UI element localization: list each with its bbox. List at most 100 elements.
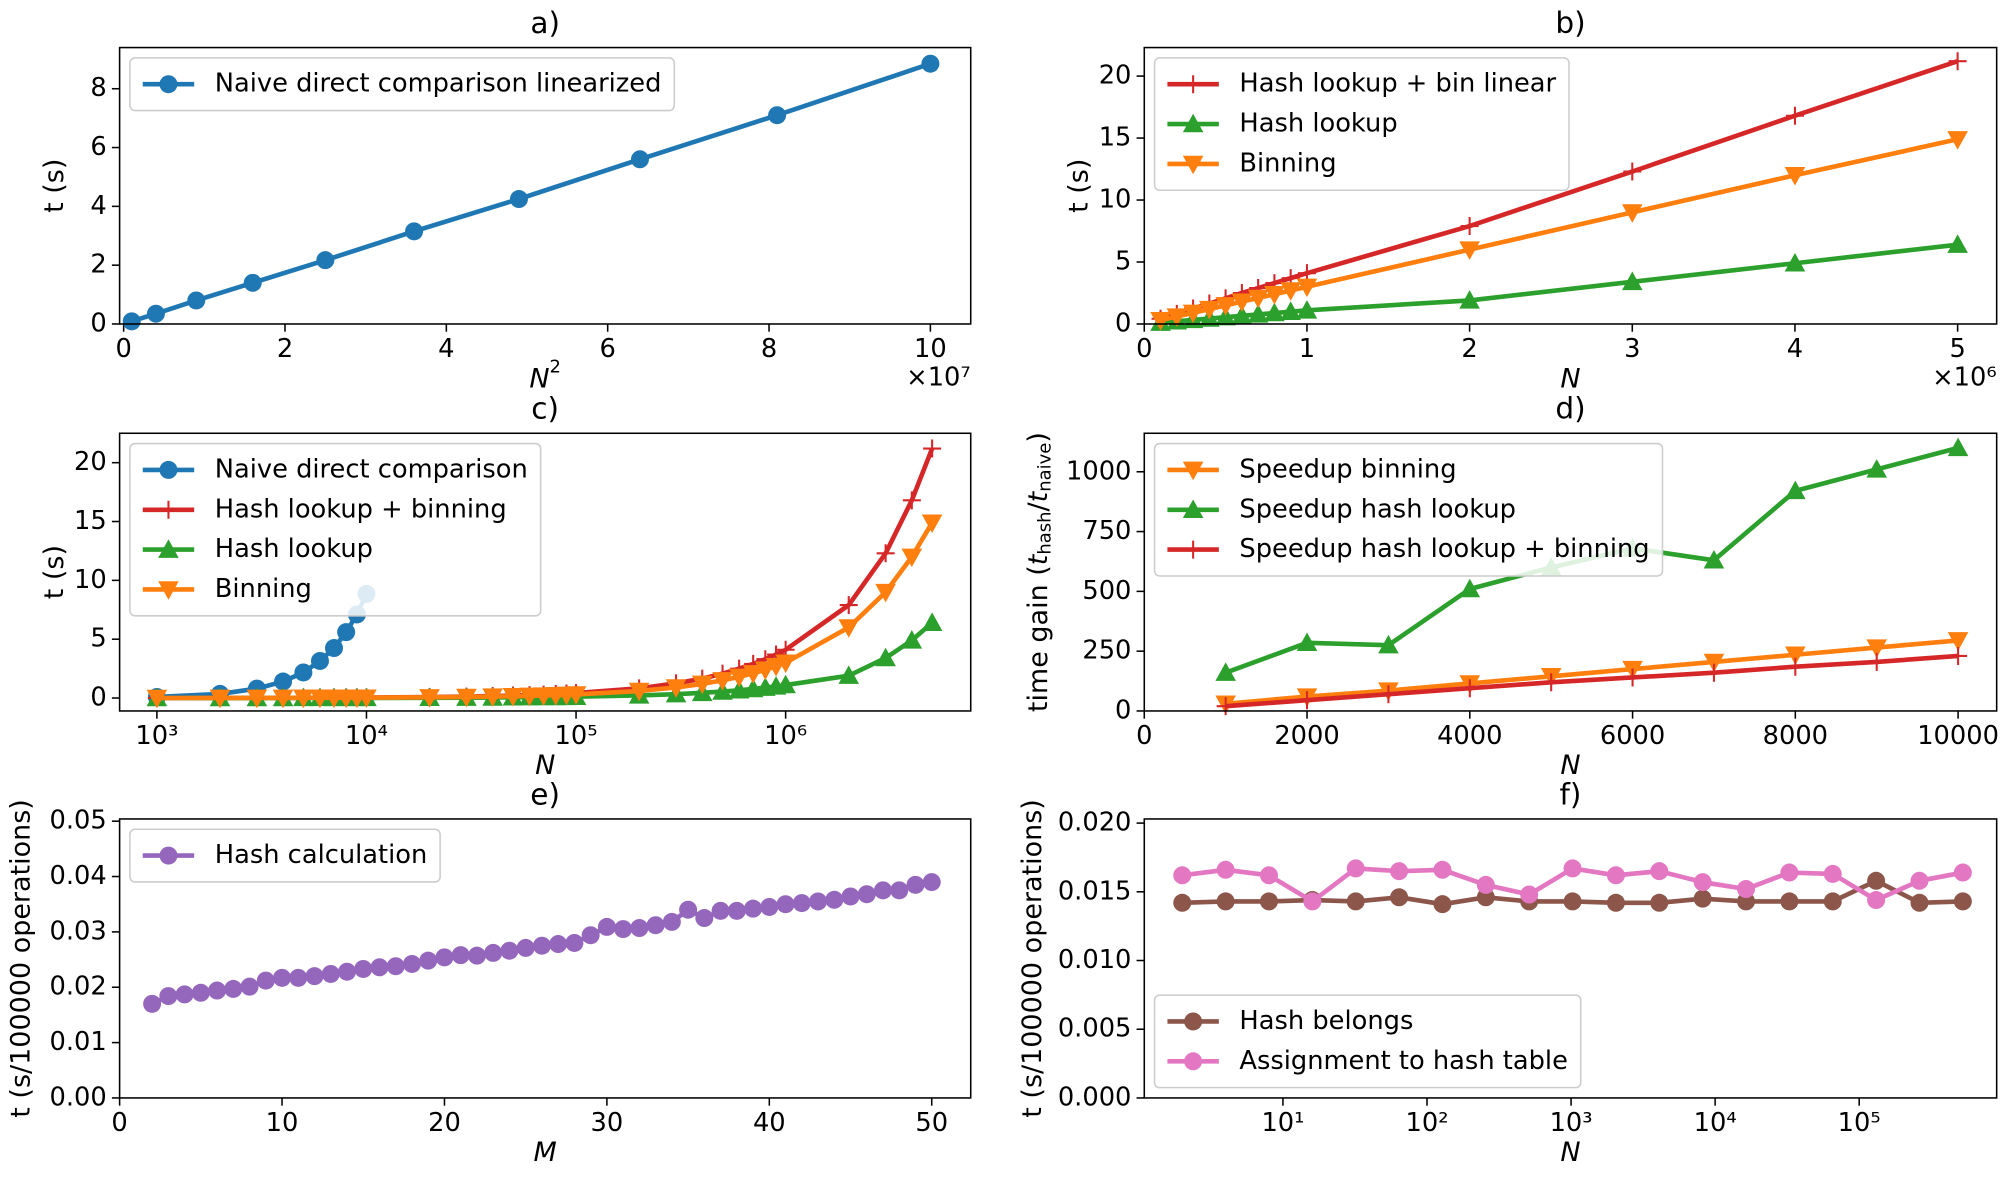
panel-title: b) xyxy=(1555,6,1585,40)
y-tick-label: 20 xyxy=(1099,61,1132,91)
marker xyxy=(1953,863,1972,882)
marker xyxy=(742,665,764,684)
marker xyxy=(768,106,787,125)
x-tick-label: 4 xyxy=(1787,334,1803,364)
x-tick-label: 10 xyxy=(266,1108,299,1138)
marker xyxy=(630,150,649,169)
legend: Naive direct comparison linearized xyxy=(129,57,676,112)
x-tick-label: 6 xyxy=(600,334,616,364)
y-tick-label: 6 xyxy=(90,132,106,162)
marker xyxy=(143,994,162,1013)
marker xyxy=(1346,859,1365,878)
marker xyxy=(325,639,344,658)
marker xyxy=(1623,162,1642,181)
legend-box xyxy=(1153,442,1664,577)
marker xyxy=(146,689,168,709)
y-label: t (s/100000 operations) xyxy=(5,799,36,1118)
legend: Hash belongs Assignment to hash table xyxy=(1153,994,1582,1089)
plot-frame xyxy=(1143,432,1998,712)
panel-title: c) xyxy=(531,392,559,426)
legend-label: Hash belongs xyxy=(1239,1006,1413,1036)
x-tick-label: 20 xyxy=(428,1108,461,1138)
marker xyxy=(402,954,421,973)
x-tick-label: 4 xyxy=(438,334,454,364)
marker xyxy=(1784,167,1806,186)
marker xyxy=(146,304,165,323)
legend-marker xyxy=(1184,1052,1203,1071)
legend-box xyxy=(129,828,441,883)
y-tick-label: 500 xyxy=(1082,576,1131,606)
marker xyxy=(922,873,941,892)
marker xyxy=(310,651,329,670)
plot-frame xyxy=(118,432,972,712)
marker xyxy=(1264,286,1285,305)
legend-marker xyxy=(159,846,178,865)
marker xyxy=(874,881,893,900)
marker xyxy=(1693,889,1712,908)
marker xyxy=(1622,204,1643,223)
marker xyxy=(1433,860,1452,879)
y-label: t (s/100000 operations) xyxy=(1017,799,1048,1118)
legend-label: Assignment to hash table xyxy=(1239,1046,1567,1076)
y-tick-label: 4 xyxy=(90,191,106,221)
legend-marker xyxy=(1184,1012,1203,1031)
y-tick-label: 10 xyxy=(74,565,107,595)
x-tick-label: 10⁵ xyxy=(555,721,598,751)
x-tick-label: 10³ xyxy=(135,721,178,751)
marker xyxy=(839,596,858,615)
x-label-sup: 2 xyxy=(550,357,561,378)
marker xyxy=(305,967,324,986)
marker xyxy=(1231,305,1253,325)
marker xyxy=(293,689,314,709)
marker xyxy=(1346,892,1365,911)
x-tick-label: 8000 xyxy=(1763,721,1828,751)
marker xyxy=(1703,653,1725,673)
marker xyxy=(923,439,942,458)
y-tick-label: 0 xyxy=(90,683,106,713)
marker xyxy=(906,875,925,894)
y-label: t (s) xyxy=(39,159,70,213)
marker xyxy=(354,959,373,978)
legend-label: Naive direct comparison xyxy=(215,454,528,484)
marker xyxy=(532,936,551,955)
y-tick-label: 250 xyxy=(1082,636,1131,666)
marker xyxy=(1947,437,1969,457)
marker xyxy=(1650,893,1669,912)
marker xyxy=(309,689,331,709)
plot-frame xyxy=(118,46,972,325)
x-tick-label: 8 xyxy=(761,334,777,364)
y-tick-label: 5 xyxy=(90,624,106,654)
y-tick-label: 2 xyxy=(90,250,106,280)
x-tick-label: 10⁶ xyxy=(764,721,807,751)
marker xyxy=(1949,646,1968,665)
legend-marker xyxy=(1182,113,1204,133)
x-tick-label: 0 xyxy=(115,334,131,364)
marker xyxy=(1433,895,1452,914)
marker xyxy=(1866,639,1887,658)
y-label-part: t xyxy=(1022,490,1053,502)
y-tick-label: 0.01 xyxy=(50,1027,107,1057)
y-tick-label: 1000 xyxy=(1066,456,1131,486)
marker xyxy=(1150,312,1171,331)
legend-label: Hash lookup xyxy=(215,534,373,564)
marker xyxy=(1280,301,1301,320)
marker xyxy=(744,899,763,918)
marker xyxy=(1606,893,1625,912)
x-tick-label: 6000 xyxy=(1600,721,1665,751)
marker xyxy=(1459,290,1480,309)
marker xyxy=(502,688,524,707)
y-label-part: naive xyxy=(1034,443,1055,492)
y-tick-label: 0.04 xyxy=(50,861,107,891)
x-tick-label: 2 xyxy=(277,334,293,364)
x-tick-label: 40 xyxy=(753,1108,786,1138)
series-line xyxy=(156,592,369,700)
marker xyxy=(1215,662,1236,681)
marker xyxy=(549,935,568,954)
marker xyxy=(1786,657,1805,676)
y-label: t (s) xyxy=(1063,159,1094,213)
marker xyxy=(208,981,227,1000)
y-tick-label: 0.000 xyxy=(1058,1082,1132,1112)
legend-marker xyxy=(158,539,179,558)
legend-marker xyxy=(159,500,178,519)
x-label-text: M xyxy=(534,1137,557,1168)
